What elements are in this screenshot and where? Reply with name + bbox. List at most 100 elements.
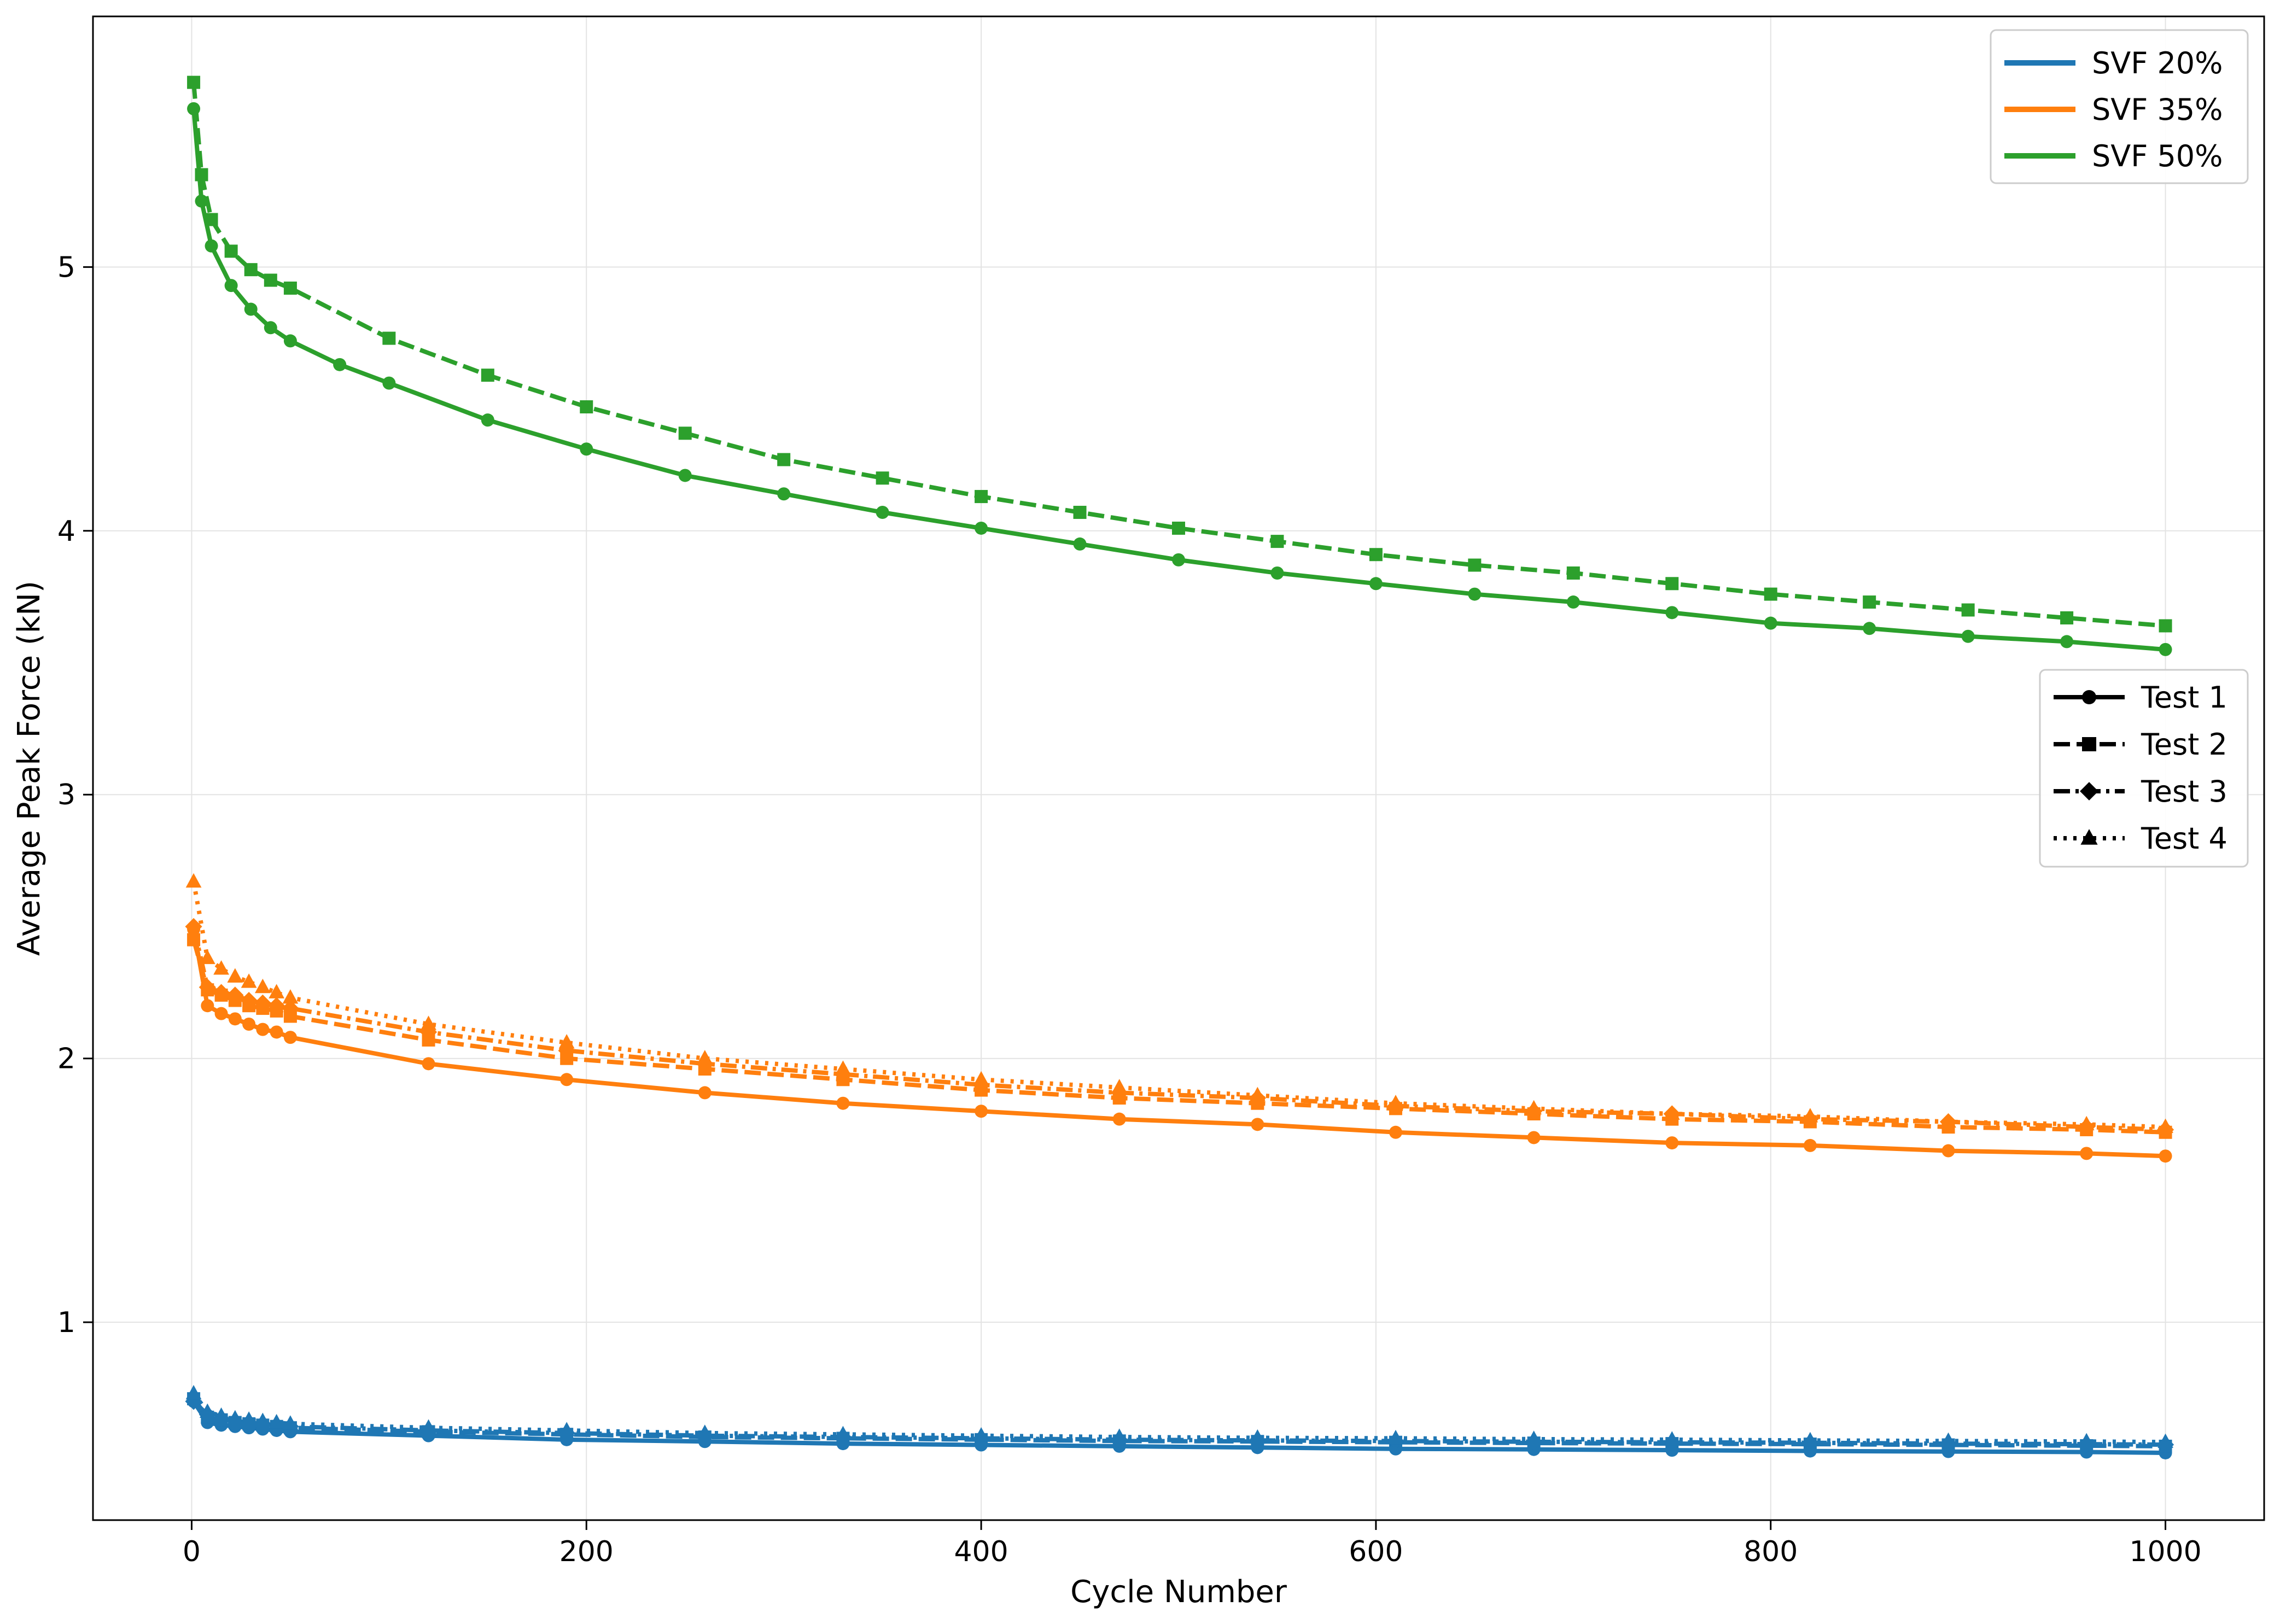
data-point — [698, 1086, 712, 1100]
data-point — [975, 490, 988, 504]
data-point — [270, 1025, 283, 1039]
x-tick-label: 1000 — [2129, 1535, 2201, 1568]
data-point — [282, 1415, 299, 1430]
data-point — [1764, 587, 1777, 601]
series-line — [191, 1400, 2166, 1455]
data-point — [199, 978, 216, 996]
data-point — [1270, 566, 1284, 580]
data-point — [254, 978, 271, 994]
data-point — [1073, 506, 1087, 519]
x-tick-label: 400 — [954, 1535, 1008, 1568]
data-point — [1369, 548, 1383, 562]
data-point — [2157, 1433, 2173, 1448]
series-svf50-test1 — [187, 102, 2172, 656]
data-point — [2159, 1149, 2172, 1163]
data-point — [282, 1000, 299, 1017]
data-point — [244, 263, 258, 277]
legend-svf-label: SVF 50% — [2092, 139, 2223, 173]
data-point — [226, 986, 244, 1004]
data-point — [244, 302, 258, 316]
legend-tests: Test 1 Test 2 Test 3 Test 4 — [2039, 669, 2249, 868]
data-point — [560, 1073, 574, 1086]
data-point — [254, 994, 271, 1012]
data-point — [1111, 1428, 1128, 1443]
legend-svf-frame — [1990, 29, 2249, 184]
data-point — [1468, 558, 1482, 572]
y-tick-label: 3 — [57, 779, 75, 811]
data-point — [2080, 1147, 2094, 1160]
data-point — [973, 1071, 989, 1086]
series-line — [191, 881, 2166, 1130]
series-layer — [185, 75, 2174, 1459]
data-point — [254, 1412, 271, 1427]
legend-tests-frame — [2039, 669, 2249, 868]
legend-svf: SVF 20% SVF 35% SVF 50% — [1990, 29, 2249, 184]
legend-tests-label: Test 2 — [2141, 727, 2227, 762]
data-point — [205, 213, 218, 226]
data-point — [422, 1057, 435, 1071]
data-point — [1387, 1429, 1404, 1445]
legend-tests-marker — [2080, 782, 2098, 801]
data-point — [2060, 635, 2074, 649]
plot-frame — [92, 15, 2265, 1521]
legend-tests-marker — [2082, 737, 2096, 751]
data-point — [558, 1034, 575, 1049]
data-point — [382, 376, 396, 390]
data-point — [382, 331, 396, 345]
data-point — [212, 984, 230, 1001]
data-point — [2157, 1118, 2173, 1133]
data-point — [2078, 1433, 2095, 1448]
data-point — [1251, 1118, 1264, 1131]
legend-tests-marker — [2082, 690, 2096, 704]
x-tick-label: 800 — [1743, 1535, 1798, 1568]
data-point — [187, 75, 201, 89]
data-point — [777, 487, 791, 501]
data-point — [1863, 622, 1876, 635]
data-point — [2159, 619, 2172, 633]
data-point — [835, 1060, 851, 1075]
data-point — [1526, 1100, 1542, 1115]
data-point — [1369, 577, 1383, 591]
x-tick-label: 600 — [1349, 1535, 1403, 1568]
data-point — [333, 358, 347, 371]
data-point — [283, 334, 297, 348]
data-point — [1863, 595, 1876, 609]
y-tick-label: 5 — [57, 251, 75, 284]
y-axis-label: Average Peak Force (kN) — [11, 581, 47, 956]
data-point — [975, 521, 988, 535]
legend-svf-label: SVF 20% — [2092, 46, 2223, 80]
data-point — [1249, 1429, 1266, 1444]
data-point — [1172, 521, 1185, 535]
data-point — [836, 1096, 850, 1110]
data-point — [481, 413, 494, 427]
data-point — [269, 1413, 285, 1429]
x-axis-label: Cycle Number — [1070, 1574, 1287, 1610]
data-point — [213, 1407, 229, 1422]
ticks: 0 200 400 600 800 1000 1 2 3 4 5 — [57, 251, 2202, 1568]
series-line — [191, 928, 2166, 1159]
data-point — [558, 1422, 575, 1436]
data-point — [1664, 1105, 1680, 1120]
data-point — [876, 471, 889, 485]
data-point — [1172, 553, 1185, 566]
legend-svf-label: SVF 35% — [2092, 92, 2223, 127]
data-point — [283, 1031, 297, 1044]
data-point — [199, 1403, 215, 1418]
data-point — [580, 442, 593, 456]
data-point — [185, 873, 202, 888]
data-point — [1940, 1432, 1956, 1447]
data-point — [185, 1385, 202, 1400]
data-point — [199, 949, 215, 965]
data-point — [580, 400, 593, 414]
data-point — [268, 997, 285, 1014]
data-point — [1941, 1144, 1955, 1158]
data-point — [1526, 1430, 1542, 1445]
data-point — [282, 989, 299, 1004]
y-tick-label: 4 — [57, 515, 75, 548]
data-point — [1249, 1086, 1266, 1102]
data-point — [201, 999, 214, 1013]
data-point — [242, 1017, 256, 1031]
x-tick-label: 200 — [559, 1535, 614, 1568]
